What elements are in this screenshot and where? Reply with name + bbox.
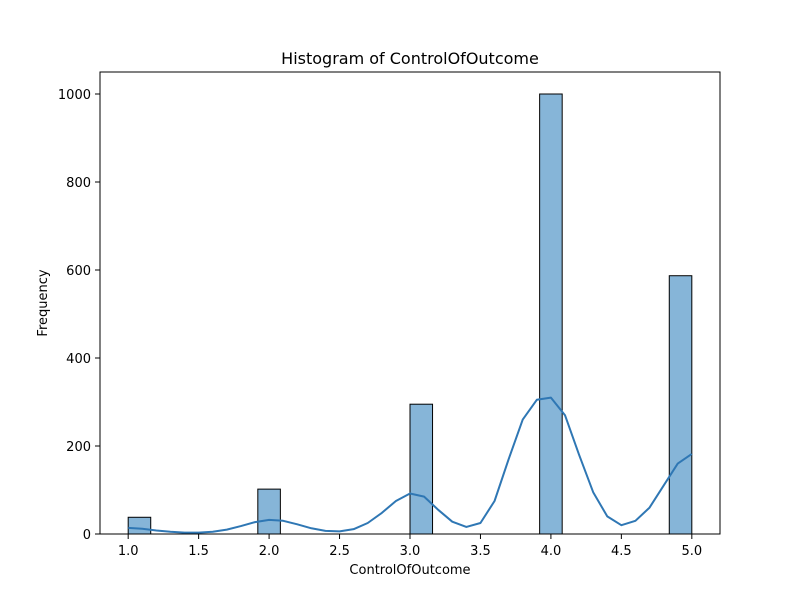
x-tick-label: 1.0 <box>118 544 139 559</box>
x-tick-label: 4.0 <box>541 544 562 559</box>
x-tick-label: 2.5 <box>329 544 350 559</box>
x-tick-label: 5.0 <box>681 544 702 559</box>
y-tick-label: 600 <box>66 264 91 279</box>
x-tick-label: 4.5 <box>611 544 632 559</box>
y-tick-label: 400 <box>66 352 91 367</box>
x-tick-label: 1.5 <box>188 544 209 559</box>
y-axis: 0 200 400 600 800 1000 <box>58 88 100 543</box>
histogram-bar <box>539 93 563 535</box>
x-tick-label: 2.0 <box>259 544 280 559</box>
y-axis-label: Frequency <box>36 269 51 336</box>
x-axis-label: ControlOfOutcome <box>349 563 470 578</box>
histogram-bar <box>257 488 281 535</box>
histogram-bar <box>668 275 693 535</box>
x-tick-label: 3.5 <box>470 544 491 559</box>
y-tick-label: 200 <box>66 440 91 455</box>
histogram-bar <box>127 516 152 535</box>
y-tick-label: 0 <box>83 528 91 543</box>
y-tick-label: 800 <box>66 176 91 191</box>
x-axis: 1.0 1.5 2.0 2.5 3.0 3.5 4.0 4.5 5.0 <box>118 534 702 559</box>
chart-title: Histogram of ControlOfOutcome <box>281 49 539 68</box>
histogram-bar <box>409 403 434 535</box>
histogram-bars <box>127 93 693 535</box>
x-tick-label: 3.0 <box>400 544 421 559</box>
kde-curve <box>128 396 693 534</box>
y-tick-label: 1000 <box>58 88 91 103</box>
